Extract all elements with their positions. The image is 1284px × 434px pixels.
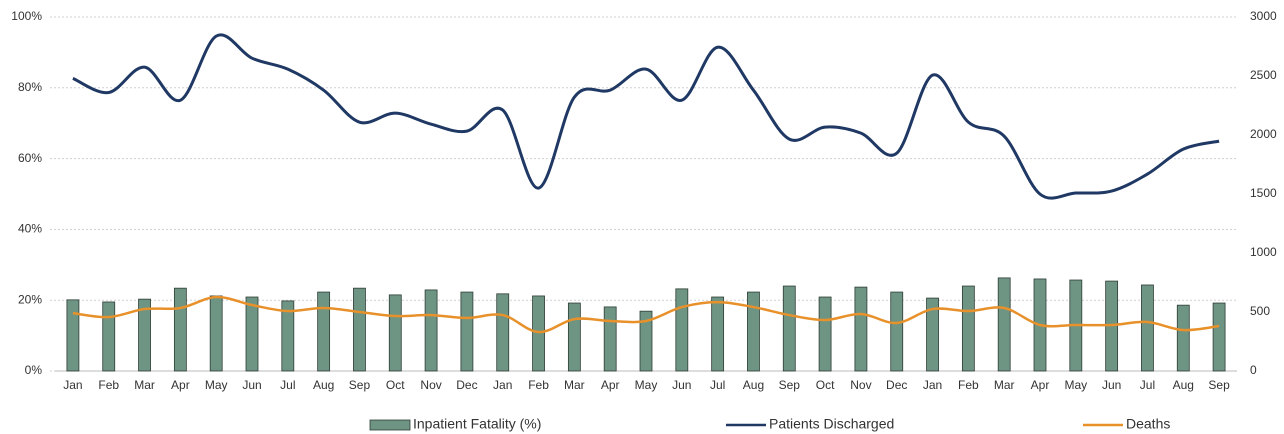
y2-tick-label: 500 [1250, 304, 1270, 318]
bar [675, 288, 689, 372]
x-tick-label: Nov [420, 378, 441, 392]
x-tick-label: Aug [313, 378, 334, 392]
legend-label: Inpatient Fatality (%) [413, 416, 541, 432]
bar [209, 295, 223, 372]
y2-tick-label: 0 [1250, 363, 1257, 377]
y-tick-label: 100% [11, 9, 42, 23]
bar [1212, 302, 1226, 372]
x-tick-label: Feb [98, 378, 119, 392]
x-tick-label: Jan [63, 378, 82, 392]
x-tick-label: Sep [1208, 378, 1230, 392]
line [72, 33, 1220, 200]
y-tick-label: 80% [18, 80, 42, 94]
bar [353, 287, 366, 372]
x-tick-label: Mar [134, 378, 155, 392]
bar [747, 291, 760, 372]
y2-tick-label: 1000 [1250, 245, 1277, 259]
bar [317, 291, 331, 372]
x-tick-label: Feb [528, 378, 549, 392]
y2-tick-label: 3000 [1250, 9, 1277, 23]
x-tick-label: Jan [493, 378, 512, 392]
x-tick-label: Jun [242, 378, 261, 392]
x-tick-label: Mar [564, 378, 585, 392]
x-tick-label: Aug [743, 378, 764, 392]
x-tick-label: Jul [710, 378, 725, 392]
bar [961, 285, 975, 372]
bar [854, 286, 868, 372]
bar [66, 299, 80, 372]
bar [102, 301, 116, 372]
x-tick-label: Sep [779, 378, 801, 392]
x-tick-label: Jul [1140, 378, 1155, 392]
bar [388, 294, 402, 372]
x-tick-label: Jul [280, 378, 295, 392]
bar [138, 298, 151, 372]
legend-label: Deaths [1126, 416, 1170, 432]
x-tick-label: Apr [601, 378, 620, 392]
x-tick-label: Apr [1031, 378, 1050, 392]
x-tick-label: Nov [850, 378, 871, 392]
bar [818, 296, 832, 372]
x-tick-label: Oct [816, 378, 835, 392]
bar [639, 310, 653, 372]
legend-label: Patients Discharged [769, 416, 894, 432]
line [72, 295, 1220, 334]
bar [532, 295, 545, 372]
bar [603, 306, 617, 372]
x-tick-label: Jun [1102, 378, 1121, 392]
x-tick-label: Apr [171, 378, 190, 392]
bar [1176, 304, 1190, 372]
y-tick-label: 40% [18, 222, 42, 236]
x-tick-label: Dec [886, 378, 907, 392]
x-tick-label: Oct [386, 378, 405, 392]
bar [997, 277, 1011, 372]
y2-tick-label: 2500 [1250, 68, 1277, 82]
bar [782, 285, 796, 372]
bar [173, 287, 187, 372]
y2-tick-label: 2000 [1250, 127, 1277, 141]
bar [1141, 284, 1154, 372]
x-tick-label: Mar [994, 378, 1015, 392]
x-tick-label: May [205, 378, 228, 392]
x-tick-label: Sep [349, 378, 371, 392]
bar [711, 296, 725, 372]
bar [567, 302, 581, 372]
bar [424, 289, 438, 372]
bar [926, 297, 939, 372]
y-tick-label: 60% [18, 151, 42, 165]
x-tick-label: Dec [456, 378, 477, 392]
x-tick-label: Jun [672, 378, 691, 392]
y2-tick-label: 1500 [1250, 186, 1277, 200]
x-tick-label: May [1064, 378, 1087, 392]
bar [890, 291, 904, 372]
x-tick-label: Feb [958, 378, 979, 392]
y-tick-label: 0% [25, 363, 43, 377]
bar [281, 300, 295, 372]
x-tick-label: Jan [923, 378, 942, 392]
bar [496, 293, 510, 372]
bar [245, 296, 259, 372]
y-tick-label: 20% [18, 292, 42, 306]
x-tick-label: Aug [1173, 378, 1194, 392]
x-tick-label: May [635, 378, 658, 392]
bar [460, 291, 474, 372]
legend-swatch [369, 419, 411, 431]
